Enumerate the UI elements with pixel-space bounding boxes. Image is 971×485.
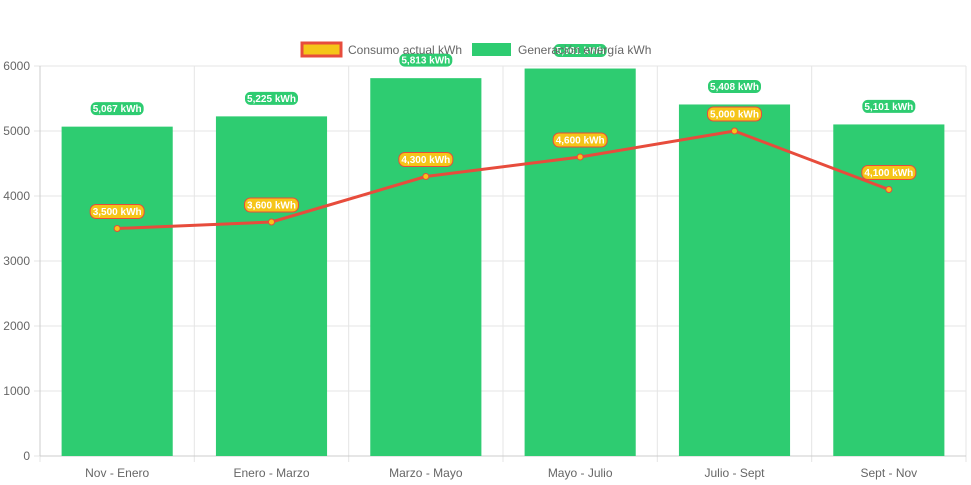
x-tick-label: Mayo - Julio xyxy=(548,466,613,480)
bar-data-label-bg xyxy=(861,98,917,114)
line-data-label: 3,600 kWh xyxy=(247,201,296,212)
bar[interactable] xyxy=(524,68,636,456)
bar-data-label-bg xyxy=(398,52,454,68)
line-point[interactable] xyxy=(422,173,430,180)
line-data-label-bg xyxy=(398,152,454,167)
bar-data-label: 5,101 kWh xyxy=(864,102,913,113)
line-data-label: 4,300 kWh xyxy=(401,155,450,166)
line-data-label: 4,100 kWh xyxy=(864,168,913,179)
line-point[interactable] xyxy=(885,186,893,193)
bar-data-labels: 5,067 kWh 5,225 kWh 5,813 kWh 5,961 kWh 5,40… xyxy=(89,43,917,117)
bar-data-label: 5,225 kWh xyxy=(247,94,296,105)
y-tick-label: 0 xyxy=(23,449,30,463)
x-tick-label: Julio - Sept xyxy=(704,466,765,480)
legend: Consumo actual kWh Generación energía kW… xyxy=(300,41,651,58)
line-data-label: 3,500 kWh xyxy=(93,207,142,218)
y-tick-label: 1000 xyxy=(3,384,30,398)
line-data-label-bg xyxy=(244,197,299,213)
x-tick-label: Marzo - Mayo xyxy=(389,466,463,480)
y-axis: 0 1000 2000 3000 4000 5000 6000 xyxy=(3,59,41,463)
line-data-label: 5,000 kWh xyxy=(710,110,759,121)
bar-series xyxy=(61,68,945,457)
x-tick-label: Nov - Enero xyxy=(85,466,149,480)
x-tick-label: Sept - Nov xyxy=(860,466,917,480)
x-axis: Nov - Enero Enero - Marzo Marzo - Mayo Mayo… xyxy=(40,455,966,480)
y-tick-label: 5000 xyxy=(3,124,30,138)
line-point[interactable] xyxy=(576,153,584,161)
legend-swatch-generacion[interactable] xyxy=(472,43,511,56)
line-point[interactable] xyxy=(268,218,275,226)
line-data-label-bg xyxy=(89,204,145,219)
bar-data-label: 5,813 kWh xyxy=(401,56,450,67)
line-data-label: 4,600 kWh xyxy=(556,136,605,147)
line-data-label-bg xyxy=(707,106,762,122)
y-tick-label: 4000 xyxy=(3,189,30,203)
legend-swatch-consumo[interactable] xyxy=(300,41,343,58)
bar-data-label: 5,408 kWh xyxy=(710,82,759,93)
bar[interactable] xyxy=(678,104,791,456)
line-data-label-bg xyxy=(861,165,917,180)
line-data-label-bg xyxy=(552,132,608,148)
bar[interactable] xyxy=(370,78,482,456)
bar-data-label: 5,067 kWh xyxy=(93,104,142,115)
bar-data-label-bg xyxy=(89,101,145,117)
line-series xyxy=(113,127,893,232)
bar[interactable] xyxy=(215,116,328,456)
grid-lines xyxy=(34,65,967,462)
bar-data-label-bg xyxy=(244,90,299,106)
y-tick-label: 2000 xyxy=(3,319,30,333)
y-tick-label: 3000 xyxy=(3,254,30,268)
line-point[interactable] xyxy=(113,225,121,232)
line-data-labels: 3,500 kWh 3,600 kWh 4,300 kWh 4,600 kWh 5,00… xyxy=(89,106,917,219)
legend-label-consumo[interactable]: Consumo actual kWh xyxy=(348,43,462,57)
bar-data-label-bg xyxy=(552,43,608,59)
y-tick-label: 6000 xyxy=(3,59,30,73)
bar[interactable] xyxy=(61,126,173,457)
legend-label-generacion[interactable]: Generación energía kWh xyxy=(518,43,651,57)
bar-data-label-bg xyxy=(707,78,762,94)
x-tick-label: Enero - Marzo xyxy=(233,466,309,480)
line-path xyxy=(117,129,890,230)
line-point[interactable] xyxy=(731,127,738,135)
bar-data-label: 5,961 kWh xyxy=(556,46,605,57)
